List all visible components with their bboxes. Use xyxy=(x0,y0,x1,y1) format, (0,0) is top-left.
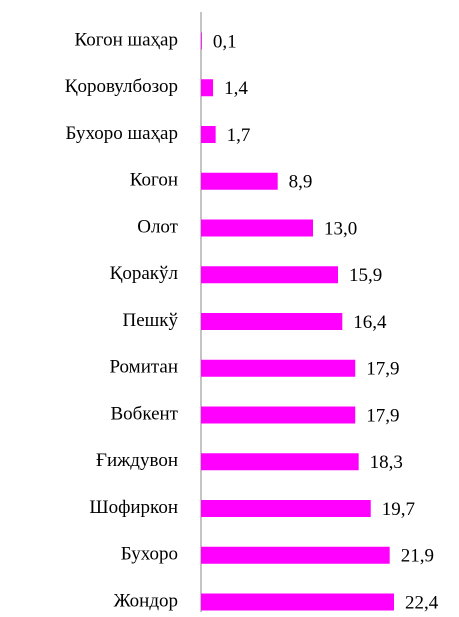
category-label: Ромитан xyxy=(109,357,178,378)
value-label: 8,9 xyxy=(289,172,313,193)
value-label: 22,4 xyxy=(405,592,439,613)
value-label: 17,9 xyxy=(366,405,399,426)
category-label: Бухоро xyxy=(121,544,178,565)
bar xyxy=(201,313,343,330)
category-label: Олот xyxy=(137,216,178,237)
category-label: Вобкент xyxy=(110,403,178,424)
bar xyxy=(201,32,202,50)
category-label: Жондор xyxy=(114,590,178,611)
category-label: Қоровулбозор xyxy=(65,76,178,97)
value-label: 1,4 xyxy=(224,78,248,99)
category-label: Когон xyxy=(130,170,178,191)
bar xyxy=(201,546,390,564)
value-label: 19,7 xyxy=(382,499,415,520)
bar xyxy=(201,500,371,517)
value-label: 15,9 xyxy=(349,265,382,286)
value-label: 21,9 xyxy=(401,546,434,567)
bar xyxy=(201,219,314,237)
bar xyxy=(201,266,338,284)
value-label: 13,0 xyxy=(324,218,357,239)
value-label: 18,3 xyxy=(370,452,403,473)
bar xyxy=(201,453,359,471)
category-label: Шофиркон xyxy=(89,497,178,518)
bar xyxy=(201,79,214,97)
bar xyxy=(201,406,356,424)
category-label: Ғиждувон xyxy=(96,450,178,471)
value-label: 16,4 xyxy=(353,312,387,333)
category-label: Пешкў xyxy=(122,310,178,331)
bar xyxy=(201,593,394,611)
value-label: 0,1 xyxy=(213,31,237,52)
category-label: Қоракўл xyxy=(110,263,179,284)
value-label: 17,9 xyxy=(366,359,399,380)
category-label: Когон шаҳар xyxy=(75,29,178,50)
value-label: 1,7 xyxy=(227,125,251,146)
bar xyxy=(201,126,216,143)
bar xyxy=(201,359,356,377)
bar xyxy=(201,172,278,190)
category-label: Бухоро шаҳар xyxy=(66,123,178,144)
